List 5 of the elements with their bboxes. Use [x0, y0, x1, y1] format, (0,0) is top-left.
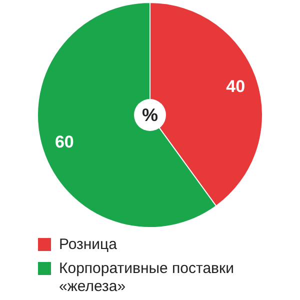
text: % — [142, 104, 158, 125]
legend-label: Корпоративные поставки «железа» — [59, 260, 235, 296]
legend-label: Розница — [59, 236, 117, 254]
data-label: 60 — [54, 132, 74, 152]
data-label: 40 — [226, 76, 246, 96]
